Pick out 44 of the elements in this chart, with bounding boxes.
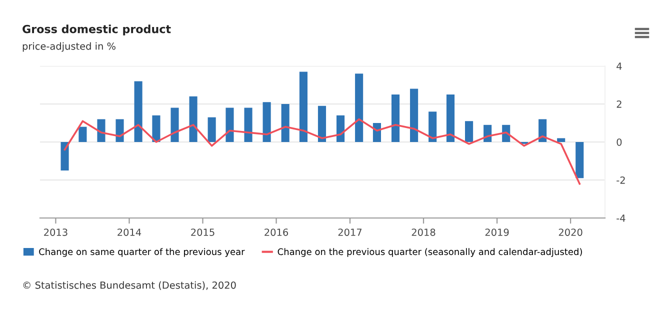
x-tick-label: 2014 xyxy=(118,228,142,236)
x-tick-label: 2013 xyxy=(44,228,68,236)
chart-subtitle: price-adjusted in % xyxy=(22,42,116,52)
legend-label: Change on same quarter of the previous year xyxy=(39,248,245,257)
text: © Statistisches Bundesamt (Destatis), 2020 xyxy=(23,281,236,290)
bar xyxy=(189,96,198,142)
legend-label: Change on the previous quarter (seasonally and calendar-adjusted) xyxy=(278,248,582,257)
x-tick-label: 2020 xyxy=(558,228,582,236)
bar xyxy=(410,88,418,142)
line-series xyxy=(64,118,581,185)
bar xyxy=(576,142,584,178)
y-tick-label: 4 xyxy=(616,62,622,70)
bar xyxy=(152,115,160,142)
bar xyxy=(208,117,216,142)
x-tick-label: 2019 xyxy=(485,228,509,236)
bar xyxy=(78,126,87,142)
x-tick-label: 2016 xyxy=(264,228,288,236)
bar xyxy=(170,108,179,142)
bar xyxy=(428,112,437,142)
chart-title: Gross domestic product xyxy=(22,24,171,36)
bar xyxy=(318,106,326,142)
bar xyxy=(116,119,124,142)
bar xyxy=(244,108,252,142)
y-tick-label: -4 xyxy=(616,214,626,222)
bar xyxy=(336,115,345,142)
bar xyxy=(97,119,106,142)
y-tick-label: 0 xyxy=(616,138,622,146)
bar xyxy=(281,104,290,142)
bar xyxy=(557,138,566,142)
bar xyxy=(60,142,69,170)
bar xyxy=(134,81,142,142)
bar xyxy=(262,102,271,142)
bar xyxy=(391,94,400,142)
x-tick-label: 2018 xyxy=(412,228,436,236)
y-tick-label: 2 xyxy=(616,100,622,108)
bar xyxy=(446,94,455,142)
bar xyxy=(538,119,547,142)
bar xyxy=(299,72,308,142)
y-tick-label: -2 xyxy=(616,176,625,184)
bar xyxy=(355,74,364,142)
bar xyxy=(226,108,234,142)
x-tick-label: 2017 xyxy=(338,228,362,236)
bar xyxy=(465,121,474,142)
x-tick-label: 2015 xyxy=(191,228,214,236)
